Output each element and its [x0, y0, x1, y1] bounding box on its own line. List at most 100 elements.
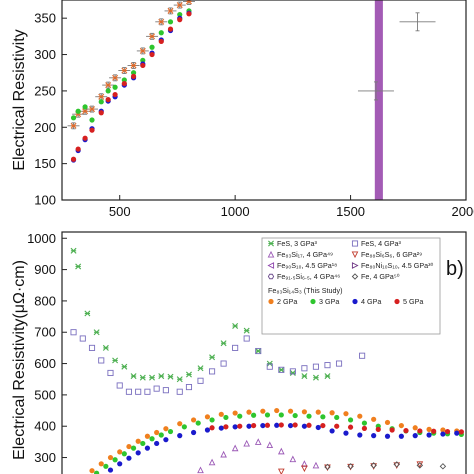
data-point: [158, 38, 164, 45]
data-point: [153, 385, 160, 392]
x-tick-label: 1500: [336, 204, 365, 219]
data-point: [121, 451, 127, 457]
y-tick-label: 250: [34, 83, 56, 98]
data-point: [102, 344, 109, 351]
data-point: [398, 433, 404, 439]
bottom-legend: FeS, 3 GPa³ FeS, 4 GPa³ Fe₈₃Si₁₇, 4 GPa⁴⁹ F…: [261, 237, 441, 335]
data-point: [243, 335, 250, 342]
data-point: [82, 135, 88, 141]
data-point: [105, 82, 112, 89]
data-point: [209, 368, 216, 375]
legend-label: FeS, 4 GPa³: [361, 239, 402, 248]
data-point: [357, 432, 363, 438]
legend-marker: [310, 298, 316, 305]
data-point: [107, 369, 114, 377]
y-tick-label: 900: [34, 262, 56, 277]
data-point: [237, 423, 243, 429]
data-point: [149, 33, 156, 40]
data-point: [237, 413, 243, 419]
data-point: [246, 423, 252, 429]
data-point: [176, 2, 183, 9]
data-point: [130, 445, 137, 451]
data-point: [416, 462, 424, 469]
data-point: [417, 428, 423, 434]
data-point: [204, 414, 211, 420]
data-point: [98, 461, 104, 467]
data-point: [149, 374, 156, 381]
data-point: [135, 450, 141, 456]
data-point: [306, 422, 312, 428]
data-point: [98, 357, 105, 364]
top-axes: 100 150 200 250 300 350 500 1000 1500 2000: [34, 11, 474, 219]
legend-marker: [267, 262, 275, 269]
data-point: [130, 373, 137, 380]
data-point: [440, 427, 446, 433]
data-point: [220, 340, 227, 347]
legend-items: FeS, 3 GPa³ FeS, 4 GPa³ Fe₈₃Si₁₇, 4 GPa⁴⁹ F…: [267, 239, 434, 306]
legend-label: Fe₈₈Si₆S₆, 6 GPa²⁹: [361, 250, 422, 259]
x-tick-label: 2000: [452, 204, 474, 219]
data-point: [82, 104, 88, 110]
legend-marker: [267, 250, 275, 258]
data-point: [246, 409, 252, 415]
legend-label: 2 GPa: [277, 297, 297, 306]
data-point: [197, 377, 204, 384]
data-point: [185, 0, 192, 5]
data-point: [107, 467, 114, 473]
data-point: [177, 433, 183, 439]
legend-marker: [268, 240, 274, 247]
legend-label: 4 GPa: [361, 297, 381, 306]
data-point: [334, 423, 340, 429]
data-point: [403, 428, 409, 434]
data-point: [343, 430, 349, 436]
data-point: [329, 410, 335, 416]
data-point: [264, 422, 271, 428]
data-point: [167, 19, 174, 25]
data-point: [223, 424, 229, 430]
data-point: [208, 458, 216, 466]
data-point: [278, 412, 284, 418]
data-point: [121, 67, 128, 74]
data-point: [117, 449, 123, 455]
data-point: [140, 57, 146, 63]
data-point: [232, 322, 239, 329]
legend-marker: [351, 251, 359, 259]
data-point: [370, 462, 377, 469]
data-point: [167, 7, 174, 14]
data-point: [190, 429, 197, 436]
data-point: [204, 427, 211, 433]
data-point: [89, 127, 95, 133]
data-point: [220, 450, 227, 458]
data-point: [139, 374, 146, 381]
data-point: [116, 382, 123, 389]
data-point: [232, 410, 238, 416]
data-point: [324, 362, 331, 369]
data-point: [84, 310, 91, 317]
data-point: [287, 422, 294, 429]
data-point: [162, 387, 169, 394]
data-point: [371, 416, 377, 422]
data-point: [277, 447, 285, 455]
data-point: [177, 17, 183, 23]
legend-marker: [352, 298, 358, 305]
data-point: [190, 417, 197, 423]
data-point: [89, 468, 95, 474]
bottom-plot-marks: [70, 247, 464, 474]
data-point: [292, 412, 298, 419]
data-point: [140, 440, 146, 447]
data-point: [264, 412, 271, 418]
data-point: [70, 115, 77, 121]
x-tick-label: 500: [109, 204, 131, 219]
data-point: [149, 44, 155, 50]
data-point: [232, 424, 238, 430]
data-point: [112, 91, 118, 98]
data-point: [444, 428, 451, 435]
y-tick-label: 300: [34, 47, 56, 62]
data-point: [287, 408, 294, 414]
data-point: [144, 388, 151, 395]
data-point: [357, 413, 363, 419]
legend-label: Fe₉₁.₅Si₆.₅, 4 GPa⁴⁶: [277, 272, 340, 281]
data-point: [393, 461, 400, 468]
error-bar: [399, 12, 436, 32]
